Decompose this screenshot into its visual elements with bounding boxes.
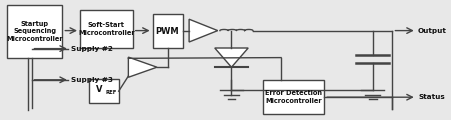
- Polygon shape: [189, 19, 217, 42]
- Text: Supply #2: Supply #2: [71, 46, 113, 52]
- FancyBboxPatch shape: [88, 79, 119, 103]
- FancyBboxPatch shape: [262, 80, 323, 114]
- Text: REF: REF: [106, 90, 117, 95]
- FancyBboxPatch shape: [152, 14, 182, 48]
- Polygon shape: [214, 48, 248, 67]
- Polygon shape: [128, 57, 156, 77]
- FancyBboxPatch shape: [80, 10, 133, 48]
- FancyBboxPatch shape: [7, 5, 62, 58]
- Text: Output: Output: [417, 28, 446, 34]
- Text: Error Detection
Microcontroller: Error Detection Microcontroller: [264, 90, 321, 104]
- Text: Supply #3: Supply #3: [71, 77, 113, 83]
- Text: V: V: [96, 85, 102, 95]
- Text: PWM: PWM: [156, 27, 179, 36]
- Text: Status: Status: [417, 94, 444, 100]
- Text: Startup
Sequencing
Microcontroller: Startup Sequencing Microcontroller: [6, 21, 63, 42]
- Text: Soft-Start
Microcontroller: Soft-Start Microcontroller: [78, 22, 134, 36]
